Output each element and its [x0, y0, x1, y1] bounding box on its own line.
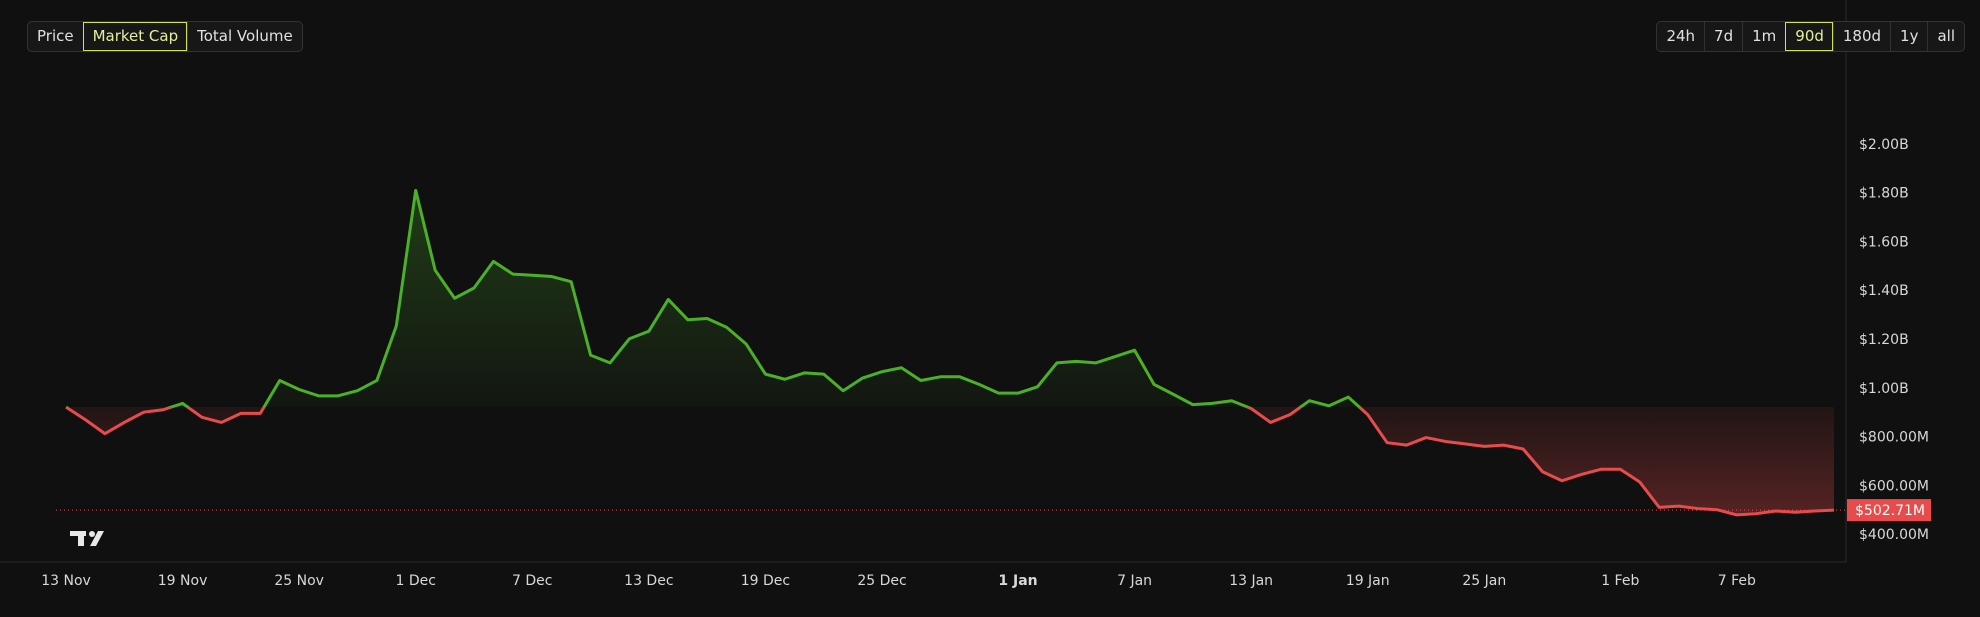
tab[interactable]: 90d	[1785, 22, 1833, 51]
tab[interactable]: all	[1927, 22, 1964, 51]
x-tick-label: 19 Dec	[741, 573, 790, 589]
x-tick-label: 1 Feb	[1601, 573, 1639, 589]
tab[interactable]: Total Volume	[187, 22, 302, 51]
metric-tabs: Price Market Cap Total Volume	[27, 21, 303, 52]
y-tick-label: $600.00M	[1859, 478, 1929, 494]
y-tick-label: $1.40B	[1859, 283, 1909, 299]
x-tick-label: 1 Jan	[998, 573, 1037, 589]
x-tick-label: 13 Nov	[41, 573, 91, 589]
last-price-label: $502.71M	[1855, 503, 1925, 519]
x-tick-label: 13 Dec	[624, 573, 673, 589]
x-tick-label: 7 Dec	[512, 573, 552, 589]
x-tick-label: 25 Jan	[1462, 573, 1506, 589]
y-tick-label: $1.20B	[1859, 332, 1909, 348]
x-tick-label: 25 Nov	[274, 573, 324, 589]
line-up	[66, 188, 1362, 408]
tab[interactable]: 1m	[1742, 22, 1785, 51]
range-tabs: 24h 7d 1m 90d 180d 1y all	[1656, 21, 1965, 52]
tab[interactable]: 7d	[1704, 22, 1742, 51]
y-tick-label: $800.00M	[1859, 430, 1929, 446]
y-tick-label: $1.60B	[1859, 234, 1909, 250]
x-tick-label: 7 Feb	[1718, 573, 1756, 589]
tab[interactable]: Market Cap	[82, 22, 188, 51]
y-tick-label: $2.00B	[1859, 137, 1909, 153]
y-tick-label: $1.80B	[1859, 186, 1909, 202]
area-down	[66, 407, 1834, 515]
x-tick-label: 7 Jan	[1117, 573, 1152, 589]
tab[interactable]: 24h	[1666, 27, 1696, 45]
tab[interactable]: 1y	[1890, 22, 1927, 51]
y-tick-label: $1.00B	[1859, 381, 1909, 397]
last-price-box	[1847, 499, 1931, 522]
tab[interactable]: Price	[37, 27, 74, 45]
area-up	[171, 190, 1360, 408]
tradingview-logo	[70, 531, 104, 546]
y-tick-label: $400.00M	[1859, 527, 1929, 543]
line-down	[65, 407, 1835, 517]
x-tick-label: 25 Dec	[857, 573, 906, 589]
x-tick-label: 19 Nov	[158, 573, 208, 589]
x-tick-label: 19 Jan	[1346, 573, 1390, 589]
x-tick-label: 1 Dec	[395, 573, 435, 589]
x-tick-label: 13 Jan	[1229, 573, 1273, 589]
tab[interactable]: 180d	[1832, 22, 1890, 51]
